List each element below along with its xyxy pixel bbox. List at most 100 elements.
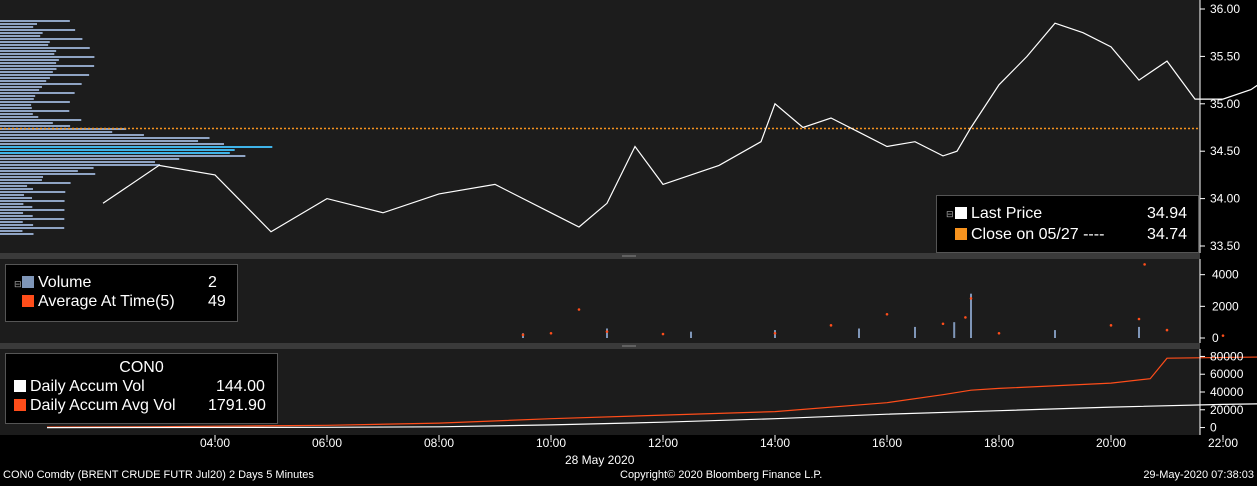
profile-bar	[0, 203, 24, 205]
profile-bar	[0, 35, 41, 37]
profile-bar	[0, 146, 273, 148]
profile-bar	[0, 20, 70, 22]
legend-label: Close on 05/27 ----	[971, 226, 1105, 243]
profile-bar	[0, 140, 199, 142]
legend-label: Last Price	[971, 205, 1043, 222]
profile-bar	[0, 218, 65, 220]
x-tick-label: 18:00	[984, 436, 1014, 450]
profile-bar	[0, 206, 33, 208]
volume-legend: ⊟ Volume 2 Average At Time(5) 49	[5, 264, 238, 322]
y-tick-label: 0	[1210, 421, 1217, 435]
x-tick-label: 14:00	[760, 436, 790, 450]
x-tick-label: 04:00	[200, 436, 230, 450]
avg-at-time-point	[773, 331, 777, 335]
profile-bar	[0, 62, 57, 64]
profile-bar	[0, 152, 230, 154]
profile-bar	[0, 86, 42, 88]
profile-bar	[0, 119, 82, 121]
last-price-line	[102, 22, 1257, 233]
avg-at-time-point	[521, 333, 525, 337]
accum-vol-value: 144.00	[216, 378, 265, 395]
profile-bar	[0, 215, 33, 217]
avg-swatch	[22, 295, 34, 307]
price-legend: ⊟ Last Price 34.94 Close on 05/27 ---- 3…	[936, 195, 1199, 253]
y-tick-label: 36.00	[1210, 2, 1240, 16]
accum-vol-swatch	[14, 380, 26, 392]
accum-avg-swatch	[14, 399, 26, 411]
profile-bar	[0, 188, 34, 190]
volume-bar	[914, 326, 916, 338]
profile-bar	[0, 41, 50, 43]
legend-row-avg: Average At Time(5) 49	[22, 292, 253, 311]
profile-bar	[0, 104, 32, 106]
avg-value: 49	[208, 293, 226, 310]
profile-bar	[0, 23, 38, 25]
profile-bar	[0, 113, 33, 115]
avg-at-time-point	[577, 308, 581, 311]
volume-bar	[1138, 326, 1140, 338]
avg-at-time-point	[885, 312, 889, 316]
volume-series	[521, 263, 1225, 338]
avg-at-time-point	[1137, 317, 1141, 321]
y-tick-label: 4000	[1212, 268, 1239, 282]
profile-bar	[0, 209, 65, 211]
legend-label: Daily Accum Vol	[30, 378, 145, 395]
x-tick-label: 20:00	[1096, 436, 1126, 450]
copyright: Copyright© 2020 Bloomberg Finance L.P.	[620, 469, 823, 481]
profile-bar	[0, 68, 57, 70]
x-tick-label: 08:00	[424, 436, 454, 450]
profile-bar	[0, 137, 210, 139]
profile-bar	[0, 101, 70, 103]
collapse-icon[interactable]: ⊟	[14, 279, 22, 289]
y-tick-label: 20000	[1210, 403, 1244, 417]
last-price-swatch	[955, 207, 967, 219]
close-swatch	[955, 228, 967, 240]
panel-divider[interactable]	[0, 343, 1200, 349]
legend-row-close: Close on 05/27 ---- 34.74	[955, 225, 1216, 244]
profile-bar	[0, 182, 71, 184]
panel-divider[interactable]	[0, 253, 1200, 259]
profile-bar	[0, 164, 161, 166]
profile-bar	[0, 59, 59, 61]
profile-bar	[0, 44, 49, 46]
profile-bar	[0, 158, 180, 160]
accum-vol-line	[46, 403, 1257, 429]
y-tick-label: 80000	[1210, 349, 1244, 363]
legend-row-accum-vol: Daily Accum Vol 144.00	[14, 377, 285, 396]
volume-bar	[690, 331, 692, 338]
security-description: CON0 Comdty (BRENT CRUDE FUTR Jul20) 2 D…	[3, 469, 314, 481]
profile-bar	[0, 194, 24, 196]
avg-at-time-point	[941, 322, 945, 326]
avg-at-time-point	[1109, 324, 1113, 327]
profile-bar	[0, 161, 155, 163]
accum-legend: CON0 Daily Accum Vol 144.00 Daily Accum …	[5, 353, 278, 424]
profile-bar	[0, 224, 34, 226]
x-tick-label: 16:00	[872, 436, 902, 450]
profile-bar	[0, 107, 32, 109]
profile-bar	[0, 179, 42, 181]
profile-bar	[0, 47, 90, 49]
volume-value: 2	[208, 274, 217, 291]
profile-bar	[0, 83, 82, 85]
profile-bar	[0, 92, 75, 94]
avg-at-time-point	[1165, 328, 1169, 332]
volume-swatch	[22, 276, 34, 288]
y-tick-label: 2000	[1212, 299, 1239, 313]
profile-bar	[0, 89, 40, 91]
volume-bar	[1054, 330, 1056, 338]
volume-bar	[953, 322, 956, 338]
volume-profile	[0, 20, 273, 235]
profile-bar	[0, 143, 224, 145]
profile-bar	[0, 80, 47, 82]
profile-bar	[0, 71, 53, 73]
profile-bar	[0, 170, 78, 172]
volume-bar	[606, 328, 608, 338]
profile-bar	[0, 227, 65, 229]
avg-at-time-point	[1143, 263, 1146, 266]
collapse-icon[interactable]: ⊟	[946, 209, 954, 219]
axes: 33.50 34.00 34.50 35.00 35.50 36.00 04:00 06:00…	[200, 0, 1244, 450]
profile-bar	[0, 77, 50, 79]
avg-at-time-point	[605, 330, 609, 333]
avg-at-time-point	[969, 297, 973, 300]
legend-label: Average At Time(5)	[38, 293, 175, 310]
